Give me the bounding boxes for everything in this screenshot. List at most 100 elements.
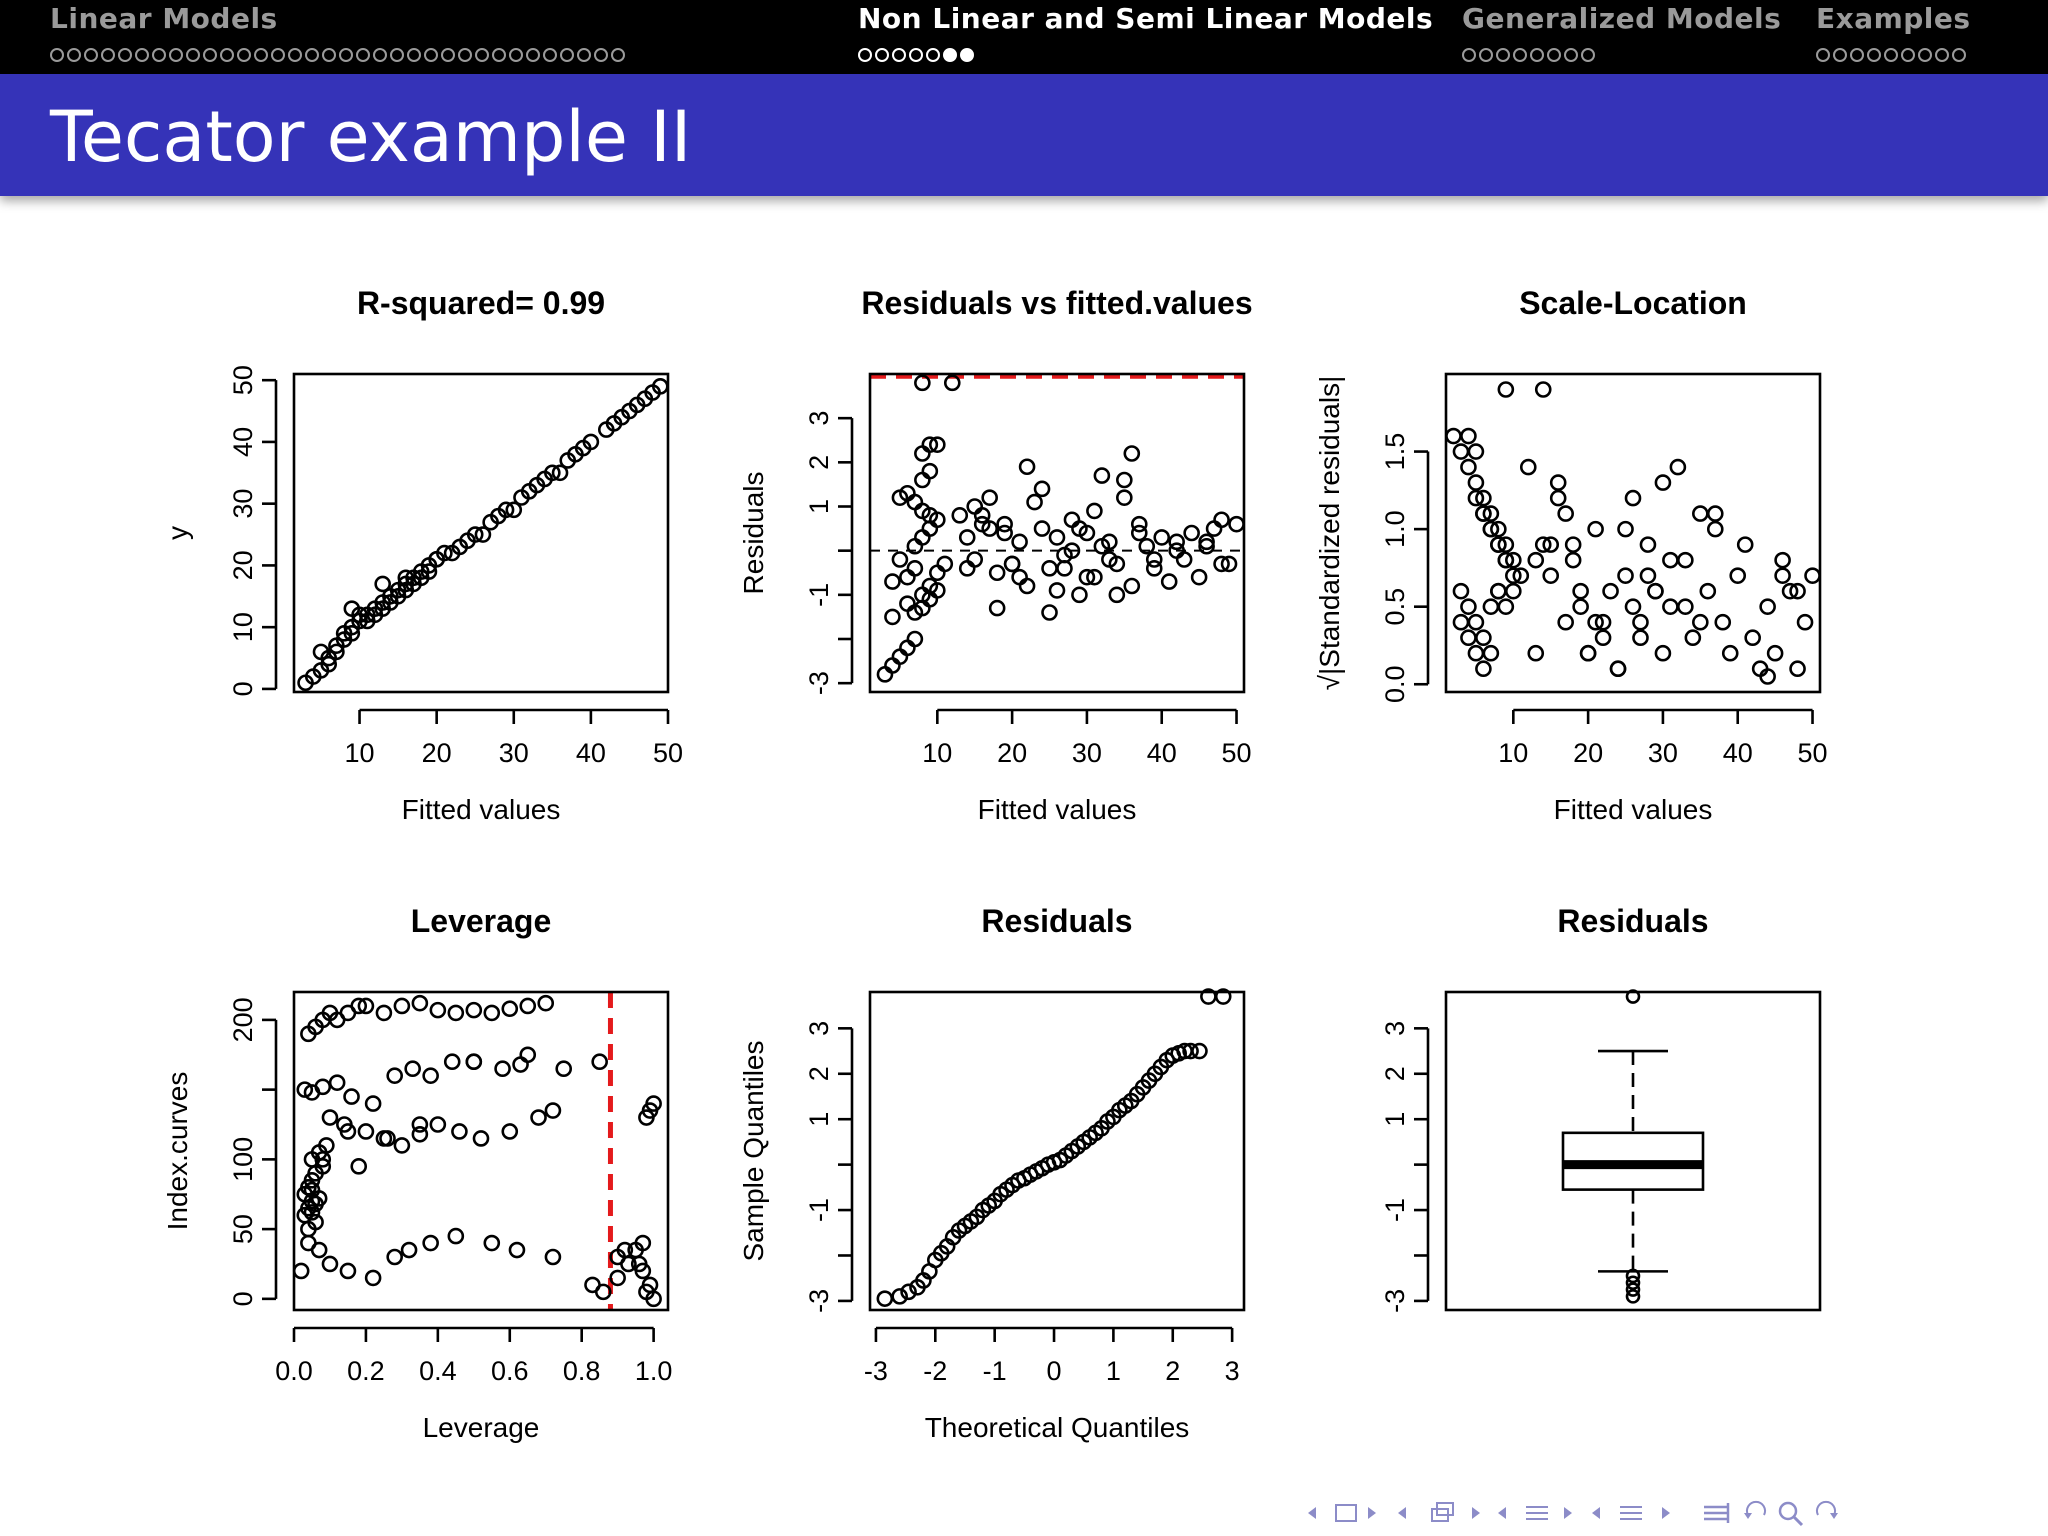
forward-icon[interactable] (1814, 1494, 1844, 1534)
prev-icon[interactable] (1590, 1494, 1620, 1534)
nav-frame-dot[interactable] (322, 47, 336, 62)
nav-frame-dot[interactable] (237, 47, 251, 62)
nav-frame-dot[interactable] (67, 47, 81, 62)
nav-frame-dot[interactable] (577, 47, 591, 62)
next-icon[interactable] (1562, 1494, 1592, 1534)
data-point (328, 1074, 346, 1091)
nav-frame-dot[interactable] (1901, 47, 1915, 62)
nav-frame-dot[interactable] (892, 47, 906, 62)
nav-frame-dot[interactable] (1952, 47, 1966, 62)
document-icon[interactable] (1618, 1494, 1648, 1534)
nav-frame-dot[interactable] (943, 47, 957, 62)
x-tick-label: 0.6 (491, 1356, 529, 1386)
nav-frame-dot[interactable] (390, 47, 404, 62)
data-point (1460, 458, 1477, 476)
data-point (1467, 644, 1485, 662)
nav-frame-dot[interactable] (305, 47, 319, 62)
data-point (364, 1269, 382, 1287)
nav-frame-dot[interactable] (458, 47, 472, 62)
nav-frame-dot[interactable] (1850, 47, 1864, 62)
next-icon[interactable] (1366, 1494, 1396, 1534)
nav-frame-dot[interactable] (875, 47, 889, 62)
x-tick-label: 0.4 (419, 1356, 457, 1386)
nav-frame-dot[interactable] (858, 47, 872, 62)
y-tick-label: 10 (228, 612, 258, 642)
nav-frame-dot[interactable] (926, 47, 940, 62)
data-point (1594, 613, 1612, 631)
nav-frame-dot[interactable] (288, 47, 302, 62)
subsection-icon[interactable] (1428, 1494, 1458, 1534)
plot-title: Residuals (1557, 903, 1708, 939)
nav-frame-dot[interactable] (1530, 47, 1544, 62)
y-axis: -3 -1 1 2 3 (804, 1021, 854, 1313)
nav-frame-dot[interactable] (339, 47, 353, 62)
nav-frame-dot[interactable] (373, 47, 387, 62)
nav-frame-dot[interactable] (101, 47, 115, 62)
nav-frame-dot[interactable] (135, 47, 149, 62)
nav-frame-dot[interactable] (424, 47, 438, 62)
nav-frame-dot[interactable] (526, 47, 540, 62)
nav-frame-dot[interactable] (356, 47, 370, 62)
plot-panel-2: Scale-Location 10 20 30 40 50 Fitted values 0.0… (1314, 285, 1828, 825)
nav-section-title[interactable]: Examples (1816, 2, 1971, 35)
back-icon[interactable] (1740, 1494, 1770, 1534)
section-icon[interactable] (1524, 1494, 1554, 1534)
nav-frame-dot[interactable] (186, 47, 200, 62)
nav-frame-dot[interactable] (407, 47, 421, 62)
nav-frame-dot[interactable] (1547, 47, 1561, 62)
nav-frame-dot[interactable] (50, 47, 64, 62)
data-point (1018, 577, 1036, 595)
nav-frame-dot[interactable] (1935, 47, 1949, 62)
nav-frame-dot[interactable] (169, 47, 183, 62)
nav-frame-dot[interactable] (1867, 47, 1881, 62)
nav-frame-dot[interactable] (1564, 47, 1578, 62)
nav-frame-dot[interactable] (1816, 47, 1830, 62)
prev-icon[interactable] (1496, 1494, 1526, 1534)
next-icon[interactable] (1660, 1494, 1690, 1534)
data-point (310, 1241, 328, 1259)
nav-frame-dot[interactable] (203, 47, 217, 62)
data-point (393, 1137, 411, 1154)
nav-frame-dot[interactable] (220, 47, 234, 62)
nav-section-title[interactable]: Generalized Models (1462, 2, 1782, 35)
prev-icon[interactable] (1396, 1494, 1426, 1534)
data-point (958, 529, 976, 546)
x-tick-label: 1 (1106, 1356, 1121, 1386)
prev-icon[interactable] (1306, 1494, 1336, 1534)
next-icon[interactable] (1470, 1494, 1500, 1534)
y-tick-label: 0.0 (1380, 665, 1410, 703)
nav-frame-dot[interactable] (492, 47, 506, 62)
data-point (1706, 505, 1724, 522)
nav-frame-dot[interactable] (960, 47, 974, 62)
nav-frame-dot[interactable] (909, 47, 923, 62)
nav-frame-dot[interactable] (1833, 47, 1847, 62)
nav-frame-dot[interactable] (441, 47, 455, 62)
nav-section-title[interactable]: Non Linear and Semi Linear Models (858, 2, 1434, 35)
nav-frame-dot[interactable] (254, 47, 268, 62)
nav-frame-dot[interactable] (594, 47, 608, 62)
nav-frame-dot[interactable] (611, 47, 625, 62)
nav-section-title[interactable]: Linear Models (50, 2, 278, 35)
nav-frame-dot[interactable] (271, 47, 285, 62)
nav-frame-dot[interactable] (560, 47, 574, 62)
toc-icon[interactable] (1702, 1494, 1732, 1534)
nav-frame-dot[interactable] (152, 47, 166, 62)
nav-frame-dot[interactable] (1581, 47, 1595, 62)
data-point (321, 1255, 339, 1273)
frame-icon[interactable] (1334, 1494, 1364, 1534)
search-icon[interactable] (1776, 1494, 1806, 1534)
nav-frame-dot[interactable] (543, 47, 557, 62)
data-point (1632, 629, 1649, 647)
data-point (1467, 613, 1485, 631)
nav-frame-dot[interactable] (84, 47, 98, 62)
nav-frame-dot[interactable] (118, 47, 132, 62)
nav-frame-dot[interactable] (1496, 47, 1510, 62)
nav-frame-dot[interactable] (1462, 47, 1476, 62)
nav-frame-dot[interactable] (1479, 47, 1493, 62)
nav-frame-dot[interactable] (509, 47, 523, 62)
nav-frame-dot[interactable] (475, 47, 489, 62)
nav-frame-dot[interactable] (1918, 47, 1932, 62)
plot-frame (292, 372, 670, 694)
nav-frame-dot[interactable] (1513, 47, 1527, 62)
nav-frame-dot[interactable] (1884, 47, 1898, 62)
